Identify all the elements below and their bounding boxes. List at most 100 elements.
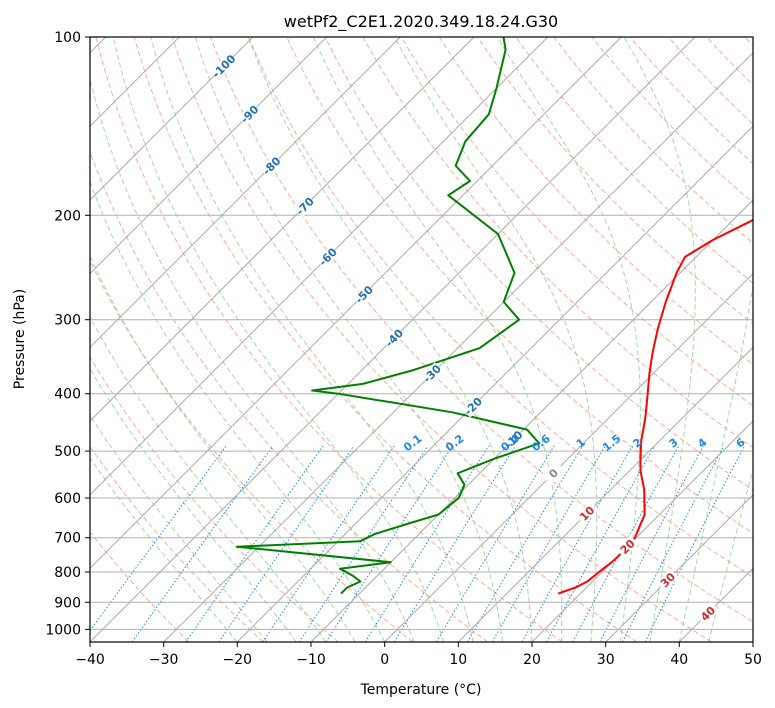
moist-adiabat-line [90, 180, 386, 642]
mixing-ratio-line [185, 445, 324, 642]
dry-adiabat-line [95, 37, 563, 642]
dry-adiabat-line [133, 37, 638, 642]
x-axis: −40 −30 −20 −10 0 10 20 30 40 50 [75, 642, 762, 668]
x-tick-label: −10 [296, 652, 326, 668]
mixing-ratio-line [467, 445, 584, 642]
isotherm-line [236, 125, 753, 642]
mixing-ratio-line [364, 445, 490, 642]
moist-adiabat-line [90, 76, 415, 642]
isotherm-label-bg [696, 602, 720, 625]
x-tick-label: 50 [744, 652, 762, 668]
y-tick-label: 100 [54, 30, 81, 46]
isotherm-label-bg [352, 283, 376, 306]
x-tick-label: −40 [75, 652, 105, 668]
dry-adiabat-line [400, 37, 753, 407]
x-axis-label: Temperature (°C) [360, 682, 482, 698]
isotherm-label-bg [575, 502, 599, 525]
y-tick-label: 1000 [45, 622, 81, 638]
moist-adiabats [90, 37, 753, 642]
mixing-ratio-line [262, 445, 395, 642]
isotherm-line [90, 37, 254, 201]
y-tick-label: 600 [54, 491, 81, 507]
isotherm-label-bg [260, 154, 283, 178]
moist-adiabat-line [394, 37, 598, 642]
dry-adiabat-line [553, 37, 753, 244]
dry-adiabat-line [90, 356, 339, 642]
isotherm-label-bg [382, 326, 406, 350]
dry-adiabat-line [477, 37, 753, 325]
x-tick-label: −30 [149, 652, 179, 668]
mixing-ratio-line [325, 445, 454, 642]
moist-adiabat-line [496, 37, 641, 642]
moist-adiabat-line [247, 37, 533, 642]
isotherm-label-bg [316, 245, 340, 269]
chart-title: wetPf2_C2E1.2020.349.18.24.G30 [284, 12, 558, 32]
y-tick-label: 500 [54, 444, 81, 460]
mixing-ratio-line [491, 445, 606, 642]
mixing-ratio-line [131, 445, 274, 642]
x-tick-label: 10 [449, 652, 467, 668]
isotherm-line [457, 346, 753, 642]
dry-adiabat-line [90, 150, 488, 642]
dry-adiabat-line [248, 37, 753, 578]
y-tick-label: 400 [54, 387, 81, 403]
mixing-ratio-line [644, 445, 746, 642]
x-tick-label: 30 [597, 652, 615, 668]
pressure-gridlines [90, 37, 753, 630]
isotherm-line [310, 199, 753, 642]
moist-adiabat-line [623, 37, 696, 642]
dry-adiabat-line [171, 37, 712, 642]
isotherm-label-bg [212, 54, 236, 78]
isotherm-label-bg [542, 461, 565, 485]
moist-adiabat-line [90, 254, 356, 642]
mixing-ratio-line [90, 445, 227, 632]
y-axis-label: Pressure (hPa) [12, 289, 28, 389]
y-tick-label: 200 [54, 208, 81, 224]
dry-adiabat-line [591, 37, 753, 204]
x-tick-label: 40 [670, 652, 688, 668]
dry-adiabat-line [90, 531, 190, 642]
moist-adiabat-line [90, 315, 327, 642]
isotherm-label-bg [461, 394, 485, 418]
isotherm-label-bg [502, 428, 525, 451]
isotherm-label-bg [420, 362, 444, 385]
moist-adiabat-line [313, 37, 563, 642]
mixing-ratio-line [545, 445, 656, 642]
isotherm-label-bg [615, 535, 639, 559]
mixing-ratio-line [218, 445, 355, 642]
dry-adiabat-line [438, 37, 753, 366]
y-tick-label: 900 [54, 595, 81, 611]
isotherm-line [90, 37, 622, 570]
y-tick-label: 300 [54, 313, 81, 329]
mixing-ratio-line [572, 445, 680, 642]
moist-adiabat-line [150, 37, 474, 642]
plot-frame [89, 36, 754, 643]
x-tick-label: −20 [223, 652, 253, 668]
mixing-ratio-line [435, 445, 555, 642]
moist-adiabat-line [90, 414, 268, 642]
mixing-ratio-line [521, 445, 633, 642]
moist-adiabat-line [194, 37, 503, 642]
plot-area [90, 37, 753, 642]
dewpoint-line [235, 37, 541, 595]
moist-adiabat-line [90, 457, 238, 642]
isotherm-line [90, 37, 401, 349]
x-tick-label: 20 [523, 652, 541, 668]
y-axis: 100 200 300 400 500 600 700 800 900 1000 [45, 30, 90, 638]
isotherm-line [163, 51, 753, 642]
isotherm-line [605, 493, 753, 642]
isotherm-line [90, 37, 475, 422]
y-tick-label: 800 [54, 565, 81, 581]
isotherm-line [384, 272, 753, 642]
isotherm-line [90, 37, 328, 275]
y-tick-label: 700 [54, 531, 81, 547]
dry-adiabat-line [286, 37, 753, 534]
moist-adiabat-line [708, 467, 753, 642]
isotherm-label-bg [293, 194, 317, 218]
isotherm-line [90, 37, 549, 496]
isotherm-label-bg [238, 102, 261, 126]
dry-adiabat-line [324, 37, 753, 491]
x-tick-label: 0 [380, 652, 389, 668]
moist-adiabat-line [678, 282, 753, 642]
